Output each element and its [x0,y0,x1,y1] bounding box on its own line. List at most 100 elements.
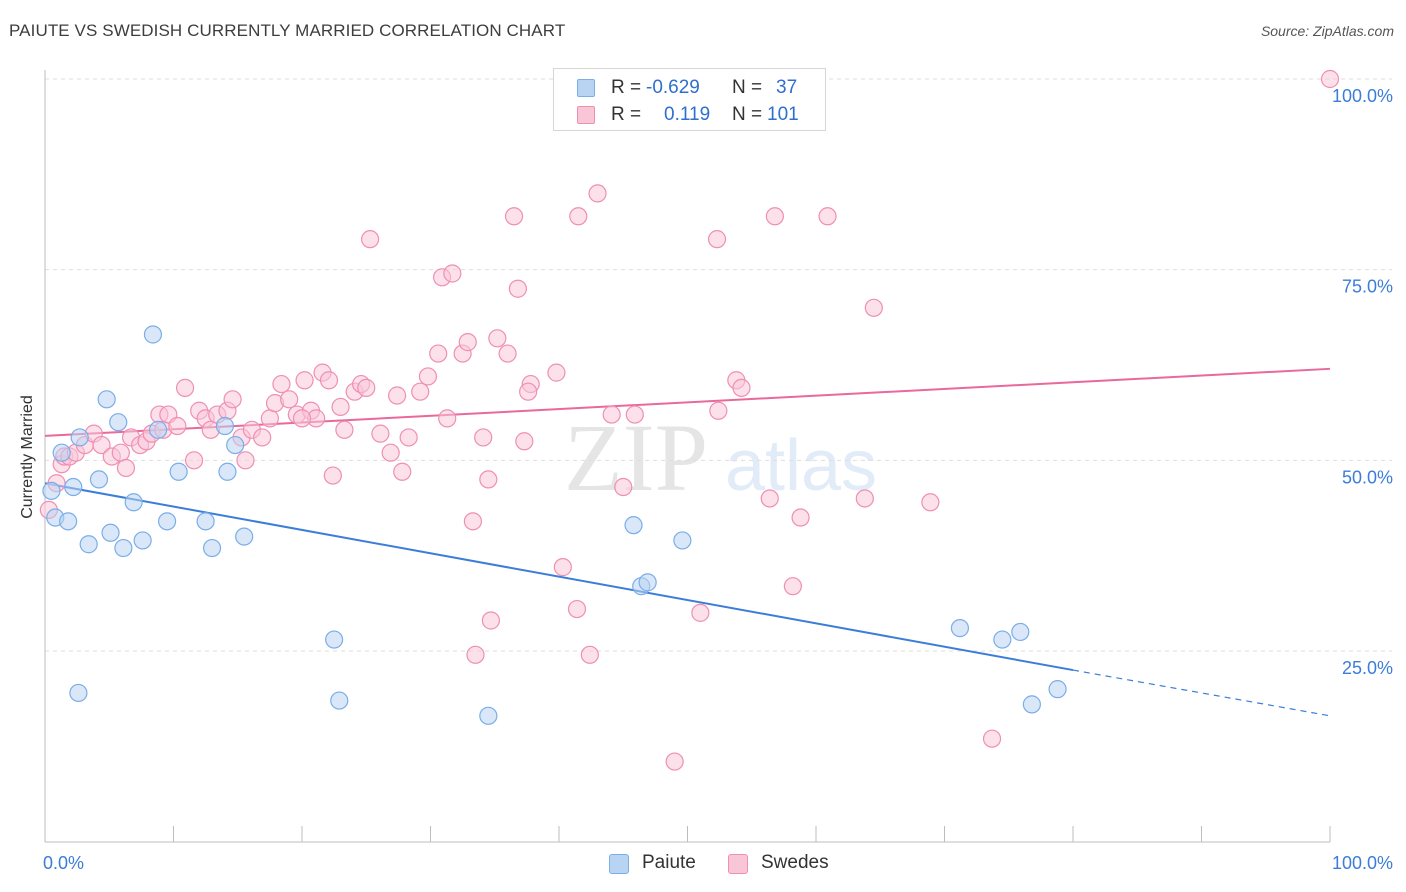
data-point-swedes [488,329,507,348]
data-point-swedes [481,611,500,630]
data-point-swedes [498,344,517,363]
data-point-swedes [175,378,195,397]
data-point-paiute [325,630,344,649]
data-point-swedes [223,390,242,409]
data-point-swedes [553,558,572,577]
data-point-paiute [993,630,1012,649]
data-point-paiute [101,523,120,542]
paiute-swatch [577,79,595,97]
data-point-swedes [331,397,350,417]
data-point-swedes [791,508,810,527]
data-point-swedes [357,378,376,397]
data-point-swedes [760,489,779,508]
data-point-swedes [319,371,339,390]
data-point-paiute [97,390,116,409]
data-point-swedes [707,230,727,249]
legend-label-swedes: Swedes [761,852,829,873]
data-point-swedes [184,451,204,470]
data-point-swedes [295,371,314,390]
data-point-paiute [109,413,128,432]
data-point-swedes [253,428,272,447]
data-point-paiute [215,416,234,436]
chart-title: PAIUTE VS SWEDISH CURRENTLY MARRIED CORR… [9,21,566,40]
data-point-swedes [569,207,588,226]
data-point-paiute [52,443,71,462]
data-point-swedes [335,420,354,439]
data-point-paiute [69,683,88,703]
data-point-paiute [64,477,83,497]
y-tick-label: 75.0% [1342,277,1393,297]
y-tick-label: 25.0% [1342,658,1393,678]
data-point-swedes [588,184,607,203]
data-point-swedes [361,230,380,249]
data-point-swedes [466,645,485,664]
data-point-paiute [133,531,152,550]
data-point-paiute [218,462,237,481]
data-point-paiute [169,462,188,481]
data-point-swedes [519,382,538,401]
data-point-swedes [323,466,342,485]
data-point-swedes [864,298,883,317]
data-point-paiute [42,481,61,500]
data-point-swedes [614,477,633,497]
data-point-swedes [168,416,187,436]
legend: Paiute Swedes [0,852,1406,876]
data-point-swedes [411,382,430,401]
data-point-paiute [673,531,692,550]
data-point-paiute [235,527,254,546]
n-value: 37 [776,77,798,98]
data-point-swedes [921,493,940,512]
y-tick-label: 50.0% [1342,467,1393,487]
n-label: N = [732,77,763,98]
data-point-swedes [691,603,710,622]
data-point-swedes [387,386,407,405]
swedes-swatch [577,106,595,124]
data-point-swedes [982,729,1002,748]
data-point-paiute [1011,622,1030,642]
r-value: 0.119 [664,104,711,125]
data-point-paiute [1048,680,1067,699]
data-point-swedes [280,390,299,409]
data-point-swedes [92,435,111,455]
watermark-atlas: atlas [725,426,877,506]
data-point-paiute [226,435,245,455]
data-point-swedes [665,752,684,771]
data-point-swedes [765,207,784,226]
data-point-swedes [429,344,448,363]
data-point-swedes [116,458,136,478]
data-point-swedes [625,405,644,424]
data-point-swedes [732,378,751,397]
data-point-swedes [479,470,498,489]
data-point-swedes [371,424,390,443]
source-label: Source: ZipAtlas.com [1260,23,1394,39]
data-point-swedes [443,264,462,283]
stats-box: R = -0.629 N = 37 R = 0.119 N = 101 [553,68,826,131]
legend-label-paiute: Paiute [642,852,696,873]
y-tick-label: 100.0% [1332,86,1393,106]
data-point-swedes [474,428,493,447]
n-value: 101 [767,104,799,125]
data-point-swedes [504,207,524,226]
data-point-paiute [59,512,78,531]
data-point-swedes [418,367,438,386]
data-point-paiute [114,538,133,558]
data-point-swedes [508,279,527,298]
data-point-swedes [580,645,599,664]
data-point-swedes [458,333,477,352]
data-point-paiute [70,428,89,447]
data-point-swedes [292,409,312,428]
data-point-swedes [818,207,837,226]
r-label: R = [611,104,642,125]
data-point-paiute [79,535,98,554]
data-point-paiute [148,420,168,439]
data-point-swedes [381,443,400,462]
stats-row-swedes: R = 0.119 N = 101 [554,101,825,128]
r-value: -0.629 [646,77,700,98]
data-point-paiute [202,538,222,558]
data-point-paiute [950,619,970,638]
data-point-swedes [547,363,566,382]
n-label: N = [732,104,763,125]
data-point-paiute [157,512,177,531]
legend-swatch-paiute [609,854,629,874]
